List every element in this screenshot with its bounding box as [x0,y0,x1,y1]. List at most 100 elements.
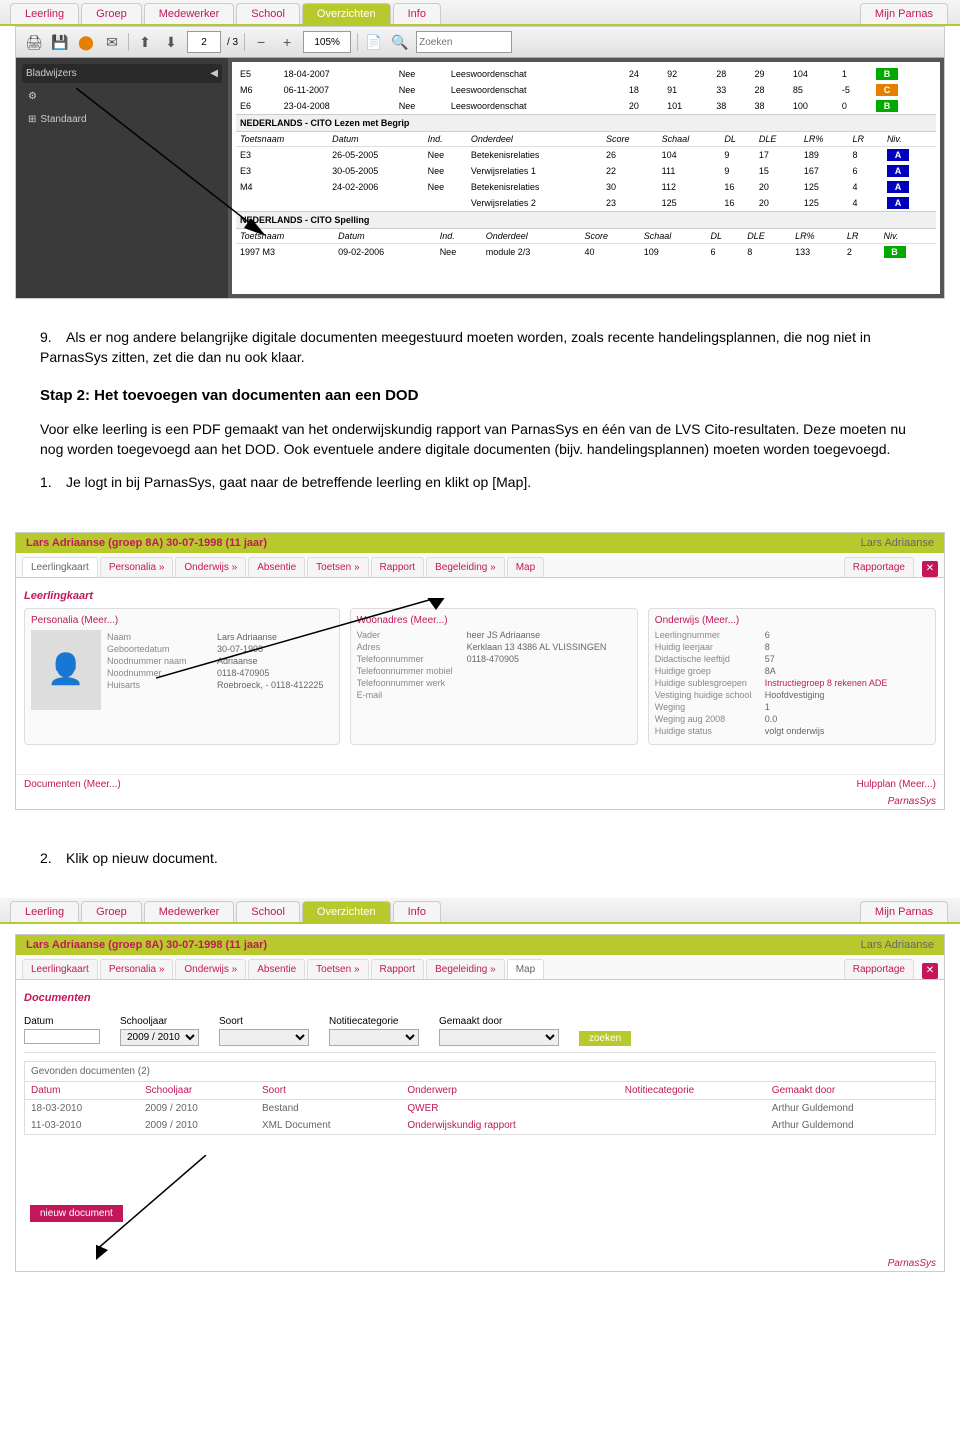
filter-col: Notitiecategorie [329,1016,419,1046]
mail-icon[interactable]: ✉ [102,32,122,52]
inner-tab[interactable]: Personalia » [100,959,174,979]
rapportage-tab[interactable]: Rapportage [844,959,914,979]
cell: 23-04-2008 [280,98,395,114]
filter-input[interactable] [24,1029,100,1044]
col-header: LR [848,132,882,147]
save-icon[interactable]: 💾 [50,32,70,52]
cell: 2 [843,244,880,261]
nav-tab[interactable]: Info [393,3,441,24]
section-header: NEDERLANDS - CITO Spelling [236,211,936,229]
kv-row: Huidige statusvolgt onderwijs [655,726,929,736]
cell: 20 [755,195,800,211]
nav-tab[interactable]: Leerling [10,901,79,922]
inner-tab[interactable]: Rapport [371,959,425,979]
nav-tab[interactable]: Groep [81,901,142,922]
close-icon[interactable]: ✕ [922,561,938,577]
panel-title[interactable]: Onderwijs (Meer...) [655,615,929,626]
collapse-icon[interactable]: ◀ [210,68,218,79]
nav-tab[interactable]: Medewerker [144,3,235,24]
print-icon[interactable]: 🖨 [24,32,44,52]
filter-input[interactable] [329,1029,419,1046]
col-header: Ind. [424,132,467,147]
cell: 8 [848,147,882,164]
nav-tab[interactable]: Leerling [10,3,79,24]
cell: 189 [800,147,849,164]
col-header: Niv. [880,229,936,244]
search-button[interactable]: zoeken [579,1031,631,1046]
inner-tab[interactable]: Onderwijs » [175,557,246,577]
tool-icon[interactable]: 📄 [364,32,384,52]
filter-col: Soort [219,1016,309,1046]
cell: 18-03-2010 [25,1099,139,1117]
cell: 20 [625,98,663,114]
next-page-icon[interactable]: ⬇ [161,32,181,52]
nav-tab[interactable]: Info [393,901,441,922]
cell: Betekenisrelaties [467,147,602,164]
prev-page-icon[interactable]: ⬆ [135,32,155,52]
close-icon[interactable]: ✕ [922,963,938,979]
search-input[interactable] [416,31,512,53]
student-name-right: Lars Adriaanse [861,939,934,951]
student-title: Lars Adriaanse (groep 8A) 30-07-1998 (11… [26,537,267,549]
filter-input[interactable] [219,1029,309,1046]
cell: 125 [800,179,849,195]
page-input[interactable] [187,31,221,53]
find-icon[interactable]: 🔍 [390,32,410,52]
student-title: Lars Adriaanse (groep 8A) 30-07-1998 (11… [26,939,267,951]
rapportage-tab[interactable]: Rapportage [844,557,914,577]
item-number: 9. [40,328,66,348]
cell: 92 [663,66,712,82]
cell: 4 [848,195,882,211]
cell: 30-05-2005 [328,163,423,179]
inner-tab[interactable]: Begeleiding » [426,557,505,577]
inner-tab[interactable]: Map [507,959,544,979]
nav-tab[interactable]: Groep [81,3,142,24]
zoom-input[interactable] [303,31,351,53]
cell: 09-02-2006 [334,244,436,261]
col-header: DL [720,132,754,147]
inner-tab[interactable]: Absentie [248,959,305,979]
nav-tab[interactable]: Overzichten [302,901,391,922]
inner-tab[interactable]: Absentie [248,557,305,577]
cell: B [872,66,936,82]
inner-tab[interactable]: Toetsen » [307,557,368,577]
inner-tab[interactable]: Leerlingkaart [22,557,98,577]
zoom-in-icon[interactable]: + [277,32,297,52]
nav-tab[interactable]: School [236,901,300,922]
filter-input[interactable] [439,1029,559,1046]
inner-tab[interactable]: Personalia » [100,557,174,577]
inner-tab[interactable]: Onderwijs » [175,959,246,979]
inner-tab[interactable]: Map [507,557,544,577]
cell: 26-05-2005 [328,147,423,164]
inner-tab[interactable]: Leerlingkaart [22,959,98,979]
cell: 167 [800,163,849,179]
inner-tab[interactable]: Begeleiding » [426,959,505,979]
gear-icon[interactable]: ⚙ [28,91,37,102]
inner-tab[interactable]: Toetsen » [307,959,368,979]
cell: A [883,147,936,164]
filter-col: Schooljaar2009 / 2010 [120,1016,199,1046]
table-row: 1997 M309-02-2006Neemodule 2/34010968133… [236,244,936,261]
kv-row: Weging1 [655,702,929,712]
kv-row: Huidige sublesgroepenInstructiegroep 8 r… [655,678,929,688]
cell: 40 [581,244,640,261]
inner-tabs: LeerlingkaartPersonalia »Onderwijs »Abse… [16,553,944,578]
color-icon[interactable]: ⬤ [76,32,96,52]
footer-link[interactable]: Documenten (Meer...) [24,779,121,790]
kv-row: E-mail [357,690,631,700]
nav-tab-mijn[interactable]: Mijn Parnas [860,901,948,922]
schooljaar-select[interactable]: 2009 / 2010 [120,1029,199,1046]
table-row[interactable]: 18-03-20102009 / 2010BestandQWERArthur G… [25,1099,935,1117]
table-row[interactable]: 11-03-20102009 / 2010XML DocumentOnderwi… [25,1117,935,1134]
col-header: Gemaakt door [766,1082,935,1100]
nav-tab-mijn[interactable]: Mijn Parnas [860,3,948,24]
zoom-out-icon[interactable]: − [251,32,271,52]
inner-tabs: LeerlingkaartPersonalia »Onderwijs »Abse… [16,955,944,980]
nav-tab[interactable]: Overzichten [302,3,391,24]
nav-tab[interactable]: School [236,3,300,24]
footer-link[interactable]: Hulpplan (Meer...) [857,779,936,790]
inner-tab[interactable]: Rapport [371,557,425,577]
expand-icon[interactable]: ⊞ [28,114,36,125]
nav-tab[interactable]: Medewerker [144,901,235,922]
kv-row: Huidige groep8A [655,666,929,676]
